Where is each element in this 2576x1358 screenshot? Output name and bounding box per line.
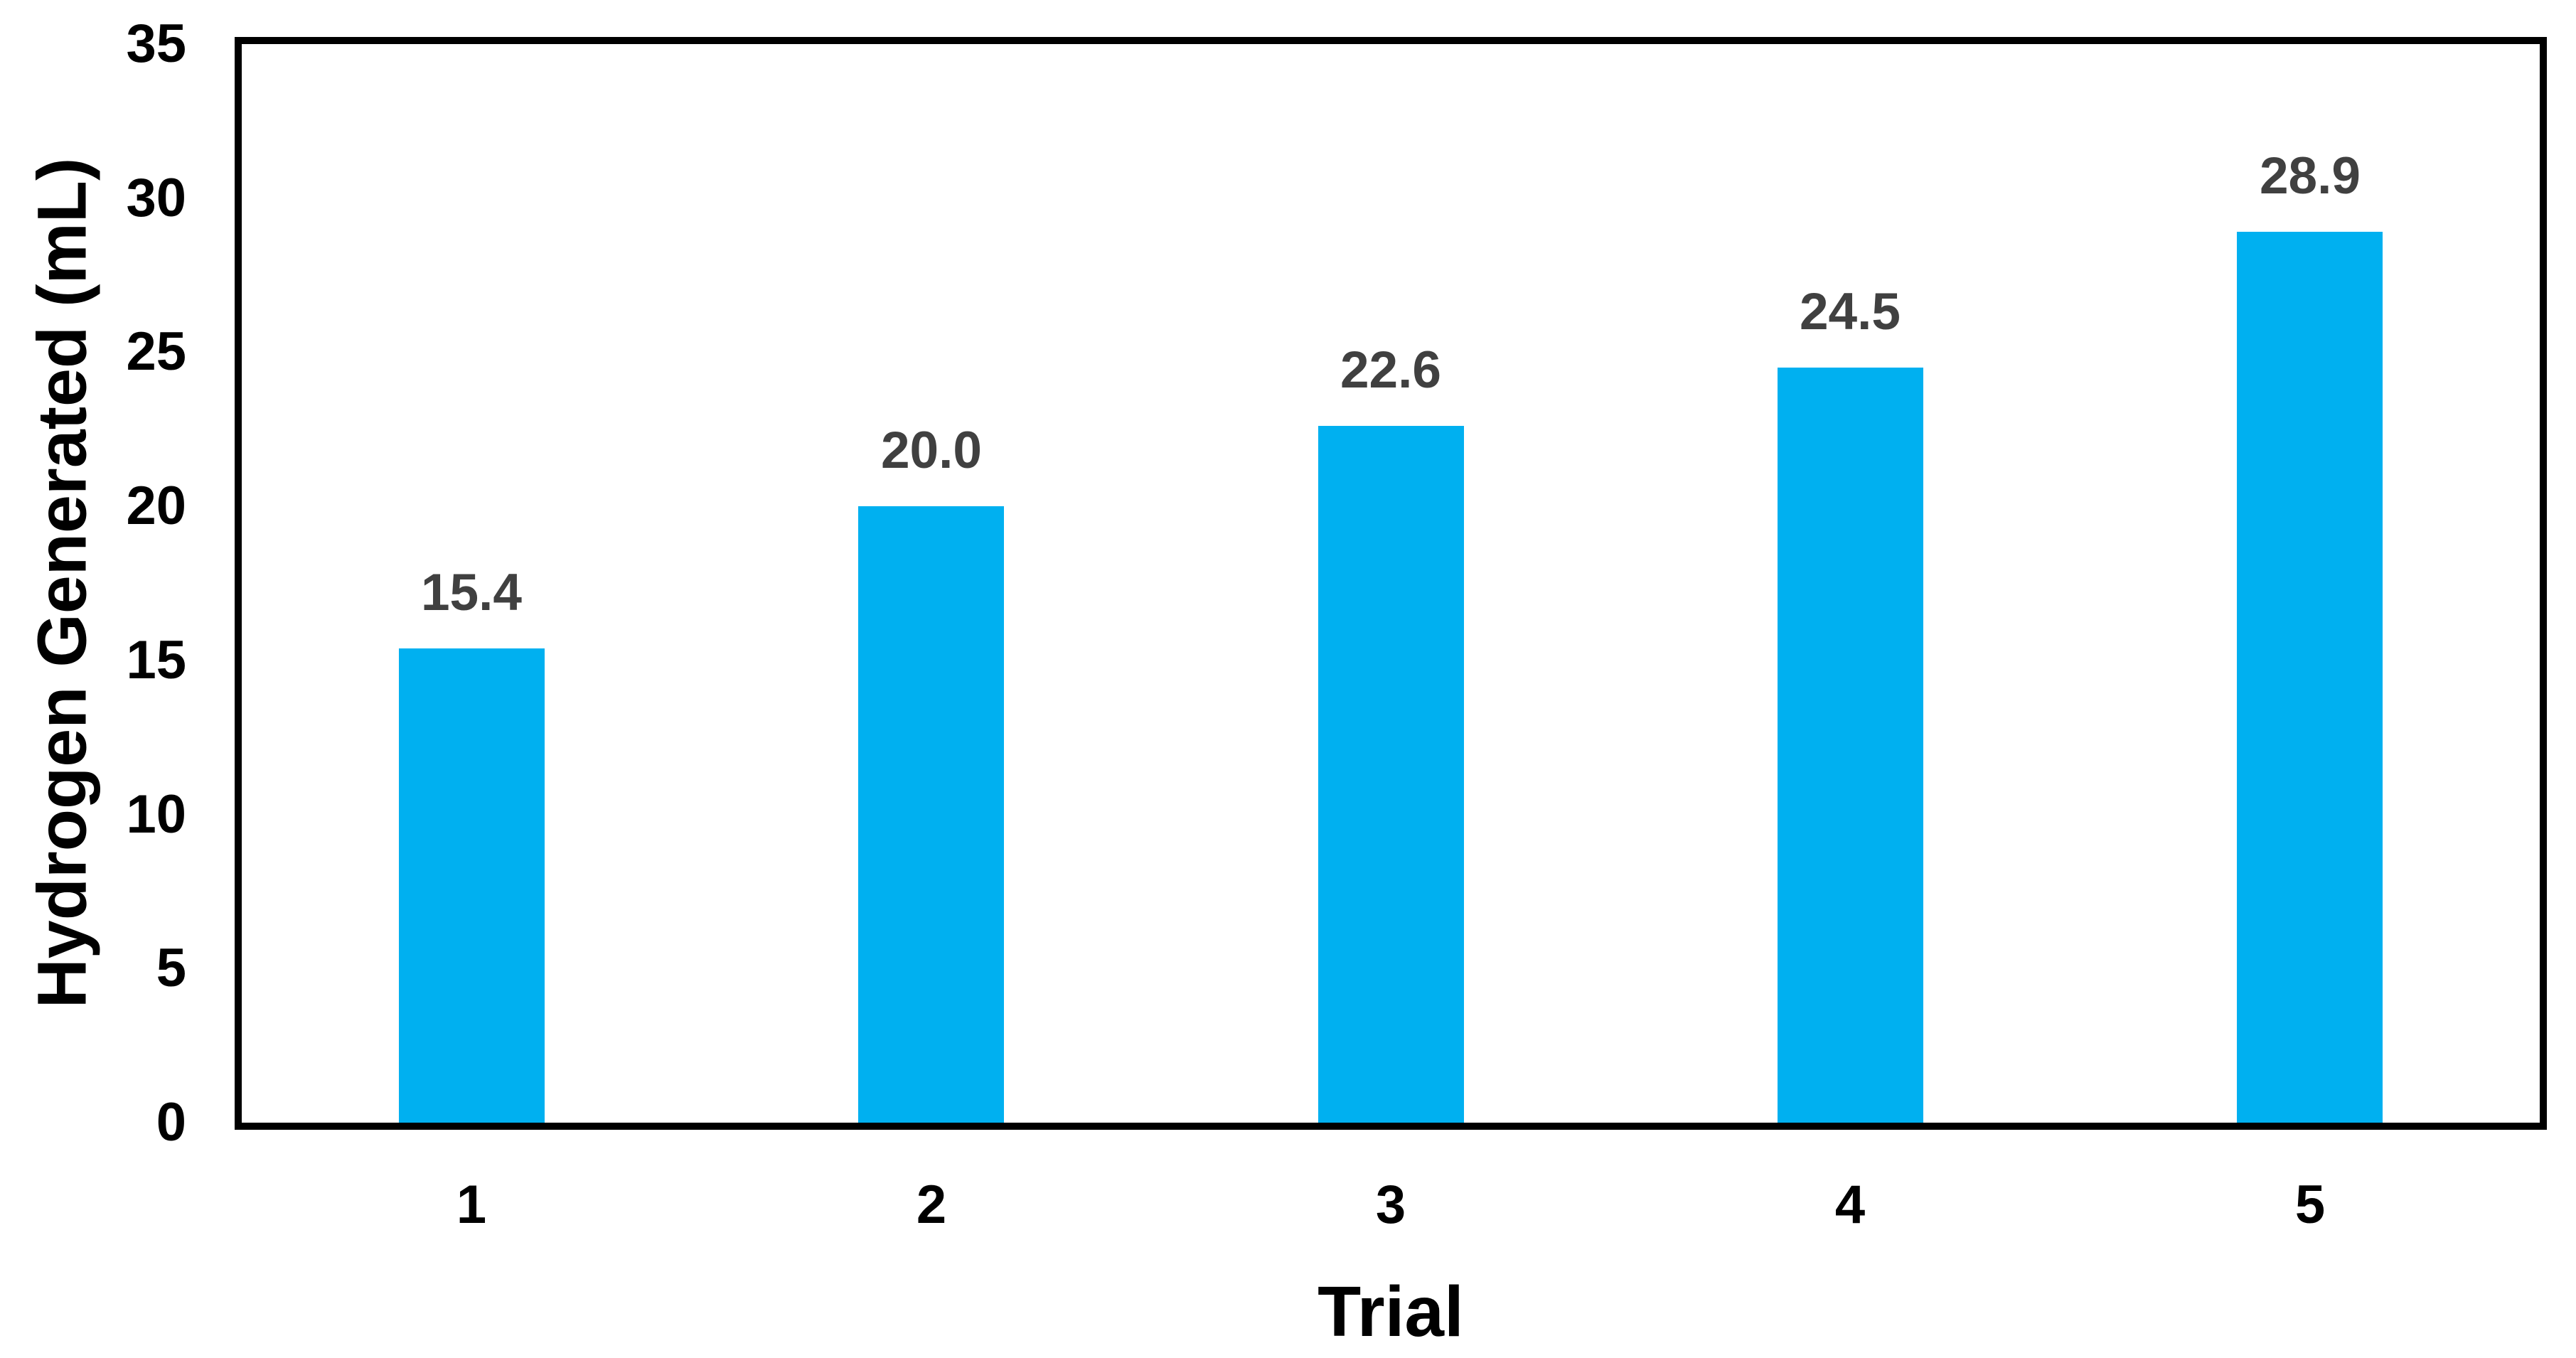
- y-tick-label: 10: [126, 784, 186, 845]
- x-tick-label: 2: [916, 1175, 947, 1235]
- y-tick-label: 0: [156, 1092, 186, 1153]
- y-tick-label: 25: [126, 321, 186, 383]
- y-tick-label: 15: [126, 629, 186, 690]
- plot-area: 15.4 20.0 22.6 24.5 28.9: [235, 37, 2547, 1130]
- bar: [399, 648, 545, 1123]
- bar: [1318, 426, 1464, 1123]
- bar-value-label: 28.9: [2259, 147, 2361, 205]
- y-tick-label: 35: [126, 14, 186, 74]
- x-axis-title: Trial: [1318, 1272, 1464, 1352]
- x-tick-label: 3: [1375, 1175, 1406, 1235]
- bar-value-label: 22.6: [1340, 341, 1442, 399]
- y-tick-label: 5: [156, 938, 186, 999]
- bar-value-label: 24.5: [1799, 283, 1901, 341]
- bar: [2237, 232, 2383, 1123]
- y-tick-label: 20: [126, 476, 186, 537]
- bar: [1778, 368, 1923, 1123]
- bar-value-label: 20.0: [880, 422, 983, 479]
- y-tick-label: 30: [126, 167, 186, 228]
- x-tick-label: 5: [2294, 1175, 2326, 1235]
- bar: [858, 506, 1004, 1123]
- bar-value-label: 15.4: [420, 564, 523, 621]
- x-tick-label: 4: [1834, 1175, 1866, 1235]
- x-tick-label: 1: [456, 1175, 487, 1235]
